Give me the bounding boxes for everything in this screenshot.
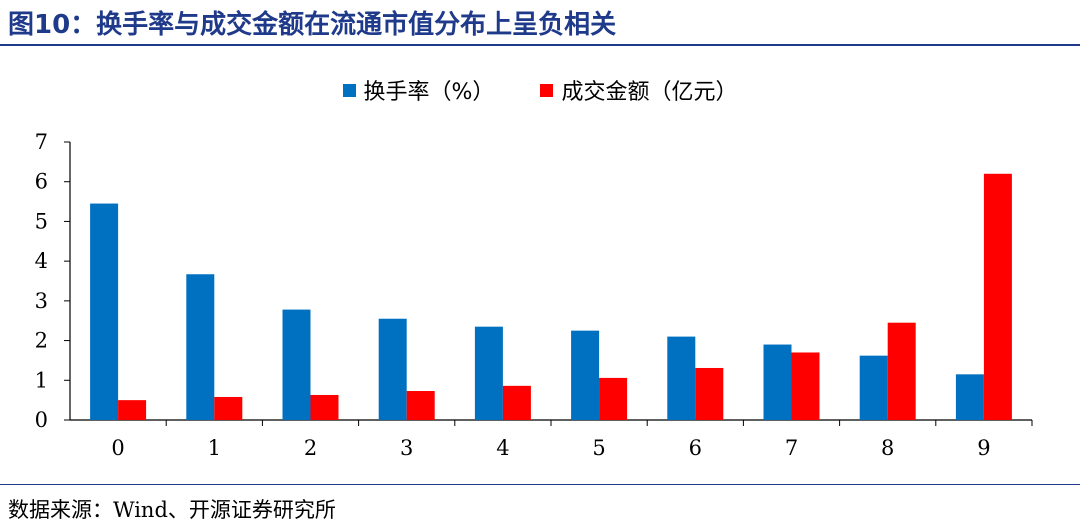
bar-amount: [310, 394, 339, 420]
x-tick-label: 5: [592, 436, 605, 460]
y-tick-label: 0: [35, 408, 48, 432]
data-source: 数据来源：Wind、开源证券研究所: [8, 498, 336, 522]
x-tick-label: 1: [208, 436, 221, 460]
bar-turnover: [474, 326, 503, 420]
legend-swatch-turnover: [342, 83, 356, 97]
bar-turnover: [571, 330, 600, 420]
y-tick-label: 2: [35, 329, 48, 353]
bar-amount: [406, 391, 435, 420]
bar-turnover: [667, 336, 696, 420]
x-tick-label: 6: [689, 436, 702, 460]
y-tick-label: 4: [35, 249, 48, 273]
bar-turnover: [282, 309, 311, 420]
x-tick-label: 8: [881, 436, 894, 460]
figure-title: 图10：换手率与成交金额在流通市值分布上呈负相关: [8, 10, 617, 40]
bar-turnover: [955, 374, 984, 420]
chart-legend: 换手率（%） 成交金额（亿元）: [0, 74, 1080, 106]
source-divider: [0, 484, 1080, 485]
y-tick-label: 6: [35, 170, 48, 194]
bar-amount: [887, 322, 916, 420]
bar-turnover: [90, 203, 119, 420]
bar-amount: [599, 377, 628, 420]
x-tick-label: 3: [400, 436, 413, 460]
legend-item-turnover: 换手率（%）: [342, 74, 495, 106]
y-tick-label: 5: [35, 209, 48, 233]
legend-swatch-amount: [540, 83, 554, 97]
bar-amount: [502, 385, 531, 420]
y-tick-label: 3: [35, 289, 48, 313]
y-tick-label: 1: [35, 368, 48, 392]
legend-item-amount: 成交金额（亿元）: [540, 74, 737, 106]
bar-turnover: [859, 355, 888, 420]
bar-amount: [791, 352, 820, 420]
title-divider: [0, 44, 1080, 46]
bar-amount: [118, 400, 147, 420]
bar-turnover: [186, 274, 215, 420]
y-tick-label: 7: [35, 130, 48, 154]
bar-turnover: [378, 318, 407, 420]
bar-turnover: [763, 344, 792, 420]
legend-label-amount: 成交金额（亿元）: [561, 80, 738, 105]
x-tick-label: 4: [496, 436, 509, 460]
x-tick-label: 2: [304, 436, 317, 460]
bar-chart: 0 1 2 3 4 5 6 7 0 1 2 3 4 5 6 7 8 9: [35, 130, 1033, 460]
bar-amount: [695, 367, 724, 420]
bar-amount: [983, 173, 1012, 420]
x-tick-label: 9: [977, 436, 990, 460]
legend-label-turnover: 换手率（%）: [363, 80, 495, 105]
bar-amount: [214, 396, 243, 420]
x-tick-label: 7: [785, 436, 798, 460]
x-tick-label: 0: [111, 436, 124, 460]
